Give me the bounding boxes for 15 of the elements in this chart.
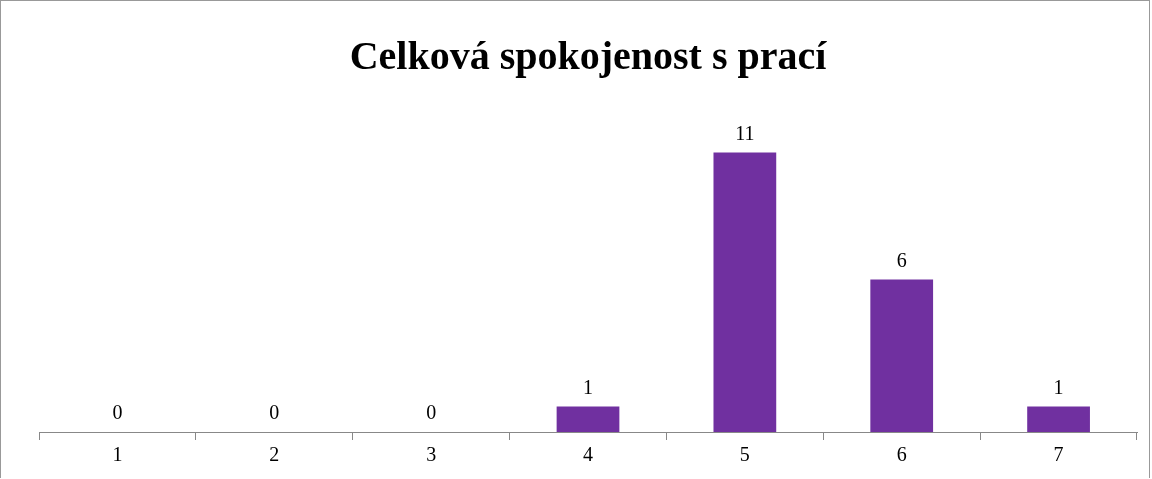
x-tick-label: 7 <box>1053 443 1064 466</box>
data-label: 1 <box>583 375 593 398</box>
x-tick-label: 1 <box>112 443 123 466</box>
x-tick-label: 5 <box>739 443 750 466</box>
x-tick-label: 6 <box>896 443 907 466</box>
data-label: 0 <box>112 401 123 424</box>
data-label: 0 <box>426 401 437 424</box>
data-label: 6 <box>896 248 907 271</box>
chart-title: Celková spokojenost s prací <box>349 33 828 79</box>
data-label: 1 <box>1053 375 1064 398</box>
data-label: 11 <box>735 121 755 144</box>
x-tick-label: 4 <box>583 443 593 466</box>
data-label: 0 <box>269 401 280 424</box>
x-tick-label: 2 <box>269 443 280 466</box>
x-tick-label: 3 <box>426 443 437 466</box>
